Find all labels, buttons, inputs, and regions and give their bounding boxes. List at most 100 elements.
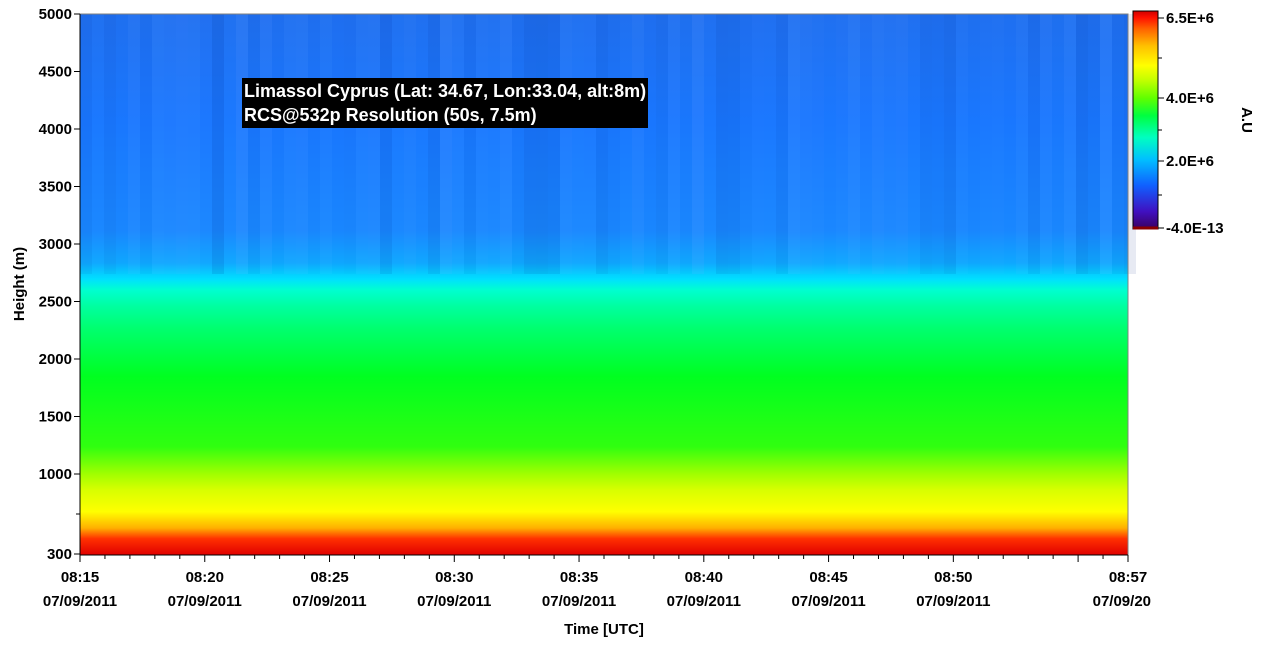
- profile-streak: [476, 14, 488, 274]
- profile-streak: [884, 14, 896, 274]
- profile-streak: [128, 14, 140, 274]
- profile-streak: [764, 14, 776, 274]
- x-tick-time-label: 08:30: [435, 569, 473, 586]
- profile-streak: [968, 14, 980, 274]
- profile-streak: [500, 14, 512, 274]
- profile-streak: [392, 14, 404, 274]
- profile-streak: [608, 14, 620, 274]
- y-tick-label: 4000: [39, 121, 72, 138]
- colorbar: [1132, 10, 1159, 230]
- x-tick-time-label: 08:20: [186, 569, 224, 586]
- profile-streak: [428, 14, 440, 274]
- profile-streak: [116, 14, 128, 274]
- profile-streak: [1064, 14, 1076, 274]
- profile-streak: [824, 14, 836, 274]
- profile-streak: [1112, 14, 1124, 274]
- x-tick-time-label: 08:25: [310, 569, 348, 586]
- station-location-text: Limassol Cyprus (Lat: 34.67, Lon:33.04, …: [244, 81, 647, 101]
- x-axis-ticks: 08:15 07/09/2011 08:20 07/09/2011 08:25 07/09…: [43, 555, 1151, 610]
- profile-streak: [620, 14, 632, 274]
- profile-streak: [80, 14, 92, 274]
- colorbar-tick-label: 6.5E+6: [1166, 10, 1214, 27]
- x-tick-time-label: 08:50: [934, 569, 972, 586]
- profile-streak: [368, 14, 380, 274]
- profile-streak: [284, 14, 296, 274]
- profile-streak: [332, 14, 344, 274]
- profile-streak: [728, 14, 740, 274]
- x-tick-date-label: 07/09/2011: [292, 593, 366, 610]
- y-tick-label: 5000: [39, 6, 72, 23]
- x-tick-time-label: 08:35: [560, 569, 598, 586]
- profile-streak: [1028, 14, 1040, 274]
- x-tick-date-label: 07/09/20: [1093, 593, 1151, 610]
- profile-streak: [908, 14, 920, 274]
- profile-streak: [572, 14, 584, 274]
- profile-streak: [320, 14, 332, 274]
- station-annotation: Limassol Cyprus (Lat: 34.67, Lon:33.04, …: [242, 78, 649, 128]
- x-tick-date-label: 07/09/2011: [168, 593, 242, 610]
- profile-streak: [512, 14, 524, 274]
- profile-streak: [944, 14, 956, 274]
- profile-streak: [92, 14, 104, 274]
- x-tick-date-label: 07/09/2011: [791, 593, 865, 610]
- profile-streak: [980, 14, 992, 274]
- x-tick-date-label: 07/09/2011: [916, 593, 990, 610]
- profile-streak: [680, 14, 692, 274]
- profile-streak: [920, 14, 932, 274]
- x-axis-title: Time [UTC]: [564, 621, 644, 638]
- y-tick-label: 300: [47, 546, 72, 563]
- profile-streak: [704, 14, 716, 274]
- profile-streak: [380, 14, 392, 274]
- y-tick-label: 1000: [39, 466, 72, 483]
- profile-streak: [1004, 14, 1016, 274]
- profile-streak: [644, 14, 656, 274]
- profile-streak: [440, 14, 452, 274]
- profile-streak: [464, 14, 476, 274]
- profile-streak: [200, 14, 212, 274]
- profile-streak: [308, 14, 320, 274]
- profile-streak: [248, 14, 260, 274]
- colorbar-tick-label: 4.0E+6: [1166, 90, 1214, 107]
- profile-streak: [848, 14, 860, 274]
- profile-streak: [788, 14, 800, 274]
- profile-streak: [260, 14, 272, 274]
- y-tick-label: 2500: [39, 294, 72, 311]
- y-tick-label: 2000: [39, 351, 72, 368]
- profile-streak: [836, 14, 848, 274]
- x-tick-time-label: 08:57: [1109, 569, 1147, 586]
- profile-streak: [1052, 14, 1064, 274]
- profile-streak: [800, 14, 812, 274]
- profile-streak: [860, 14, 872, 274]
- profile-streak: [1016, 14, 1028, 274]
- x-tick-date-label: 07/09/2011: [542, 593, 616, 610]
- profile-streak: [236, 14, 248, 274]
- profile-streak: [488, 14, 500, 274]
- profile-streak: [404, 14, 416, 274]
- profile-streak: [668, 14, 680, 274]
- profile-streak: [356, 14, 368, 274]
- y-axis-ticks: 5000 4500 4000 3500 3000 2500 2000 1500 1000 300: [39, 6, 80, 563]
- y-axis-title: Height (m): [11, 247, 28, 321]
- profile-streak: [1040, 14, 1052, 274]
- profile-streak: [452, 14, 464, 274]
- profile-streak: [224, 14, 236, 274]
- profile-streak: [752, 14, 764, 274]
- profile-streak: [692, 14, 704, 274]
- profile-streak: [740, 14, 752, 274]
- x-tick-time-label: 08:45: [809, 569, 847, 586]
- profile-streak: [104, 14, 116, 274]
- profile-streak: [716, 14, 728, 274]
- profile-streak: [1088, 14, 1100, 274]
- profile-streak: [296, 14, 308, 274]
- profile-streak: [536, 14, 548, 274]
- profile-streak: [560, 14, 572, 274]
- profile-streak: [896, 14, 908, 274]
- profile-streak: [164, 14, 176, 274]
- profile-streak: [548, 14, 560, 274]
- y-tick-label: 4500: [39, 64, 72, 81]
- colorbar-tick-label: -4.0E-13: [1166, 220, 1224, 237]
- x-tick-time-label: 08:40: [685, 569, 723, 586]
- profile-streak: [584, 14, 596, 274]
- profile-streak: [656, 14, 668, 274]
- profile-streak: [932, 14, 944, 274]
